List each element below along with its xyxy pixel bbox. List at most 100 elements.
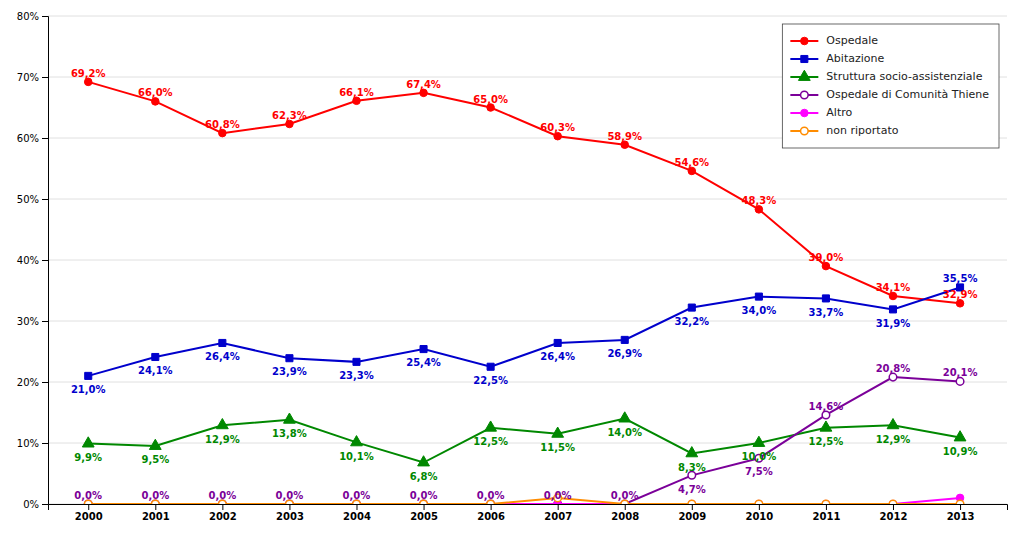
data-label: 6,8% [410, 471, 438, 482]
x-tick: 2004 [343, 504, 371, 522]
series-marker [554, 339, 561, 346]
series-marker [822, 411, 830, 419]
series-marker [485, 421, 497, 431]
x-tick-mark [491, 504, 492, 510]
series-line [88, 377, 960, 504]
series-marker [149, 439, 161, 449]
series-marker [284, 413, 296, 423]
x-tick: 2003 [276, 504, 304, 522]
y-tick-mark [42, 138, 48, 139]
data-label: 26,9% [607, 348, 642, 359]
x-tick-mark [893, 504, 894, 510]
legend-label: Ospedale di Comunità Thiene [826, 88, 989, 101]
legend-label: Altro [826, 106, 852, 119]
x-tick-label: 2008 [611, 511, 639, 522]
series-marker [889, 373, 897, 381]
data-label: 60,8% [205, 119, 240, 130]
data-label: 10,9% [943, 446, 978, 457]
y-tick-mark [42, 321, 48, 322]
y-tick-mark [42, 77, 48, 78]
y-tick-label: 30% [17, 316, 39, 327]
series-line [88, 287, 960, 375]
data-label: 0,0% [477, 490, 505, 501]
series-marker [85, 372, 92, 379]
plot: 2000200120022003200420052006200720082009… [17, 11, 1008, 522]
series-marker [822, 295, 829, 302]
data-label: 10,1% [339, 451, 374, 462]
data-label: 35,5% [943, 273, 978, 284]
legend-label: Abitazione [826, 52, 884, 65]
legend-marker [801, 37, 809, 45]
x-tick: 2011 [813, 504, 841, 522]
data-label: 14,0% [607, 427, 642, 438]
data-label: 13,8% [272, 428, 307, 439]
y-tick: 0% [23, 499, 48, 510]
x-tick: 2000 [75, 504, 103, 522]
data-label: 21,0% [71, 384, 106, 395]
data-label: 48,3% [742, 195, 777, 206]
x-tick: 2008 [611, 504, 639, 522]
data-label: 20,8% [876, 363, 911, 374]
data-label: 23,9% [272, 366, 307, 377]
series-marker [956, 500, 964, 504]
data-label: 12,9% [876, 434, 911, 445]
x-tick-mark [759, 504, 760, 510]
data-label: 0,0% [611, 490, 639, 501]
data-label: 9,5% [141, 454, 169, 465]
x-tick: 2005 [410, 504, 438, 522]
data-label: 39,0% [809, 252, 844, 263]
series-marker [619, 412, 631, 422]
data-label: 0,0% [343, 490, 371, 501]
x-tick-mark [356, 504, 357, 510]
series-marker [351, 436, 363, 446]
series-marker [688, 500, 696, 504]
y-axis: 0%10%20%30%40%50%60%70%80% [17, 11, 49, 510]
legend-item: Abitazione [790, 52, 884, 65]
series-marker [688, 472, 696, 480]
legend-label: Struttura socio-assistenziale [826, 70, 982, 83]
series-marker [889, 500, 897, 504]
grid-line [48, 382, 1007, 383]
y-tick: 10% [17, 438, 48, 449]
series-marker [755, 500, 763, 504]
data-label: 0,0% [74, 490, 102, 501]
data-label: 23,3% [339, 370, 374, 381]
grid-line [48, 443, 1007, 444]
data-label: 0,0% [276, 490, 304, 501]
x-tick-label: 2004 [343, 511, 371, 522]
series-marker [353, 358, 360, 365]
grid-line [48, 199, 1007, 200]
chart-container: 2000200120022003200420052006200720082009… [0, 0, 1023, 536]
data-label: 67,4% [406, 79, 441, 90]
y-tick-label: 50% [17, 194, 39, 205]
series-line [88, 419, 960, 463]
x-tick: 2010 [745, 504, 773, 522]
legend-marker [801, 109, 809, 117]
x-tick: 2013 [947, 504, 975, 522]
legend-item: Struttura socio-assistenziale [790, 70, 982, 83]
data-label: 62,3% [272, 110, 307, 121]
series-marker [686, 447, 698, 457]
y-axis-line [42, 17, 49, 505]
legend-item: Altro [790, 106, 852, 119]
data-label: 10,0% [742, 451, 777, 462]
x-tick-mark [625, 504, 626, 510]
series-marker [286, 355, 293, 362]
legend-label: non riportato [826, 124, 898, 137]
x-tick-label: 2013 [947, 511, 975, 522]
series-marker [887, 419, 899, 429]
y-tick: 30% [17, 316, 48, 327]
data-label: 25,4% [406, 357, 441, 368]
series-marker [755, 500, 763, 504]
series-marker [420, 89, 428, 97]
series-marker [889, 500, 897, 504]
legend-label: Ospedale [826, 34, 878, 47]
x-tick-mark [692, 504, 693, 510]
series-marker [753, 436, 765, 446]
x-tick-label: 2000 [75, 511, 103, 522]
series-marker [621, 141, 629, 149]
data-label: 34,1% [876, 282, 911, 293]
data-label: 65,0% [473, 94, 508, 105]
data-label: 0,0% [208, 490, 236, 501]
data-label: 26,4% [205, 351, 240, 362]
